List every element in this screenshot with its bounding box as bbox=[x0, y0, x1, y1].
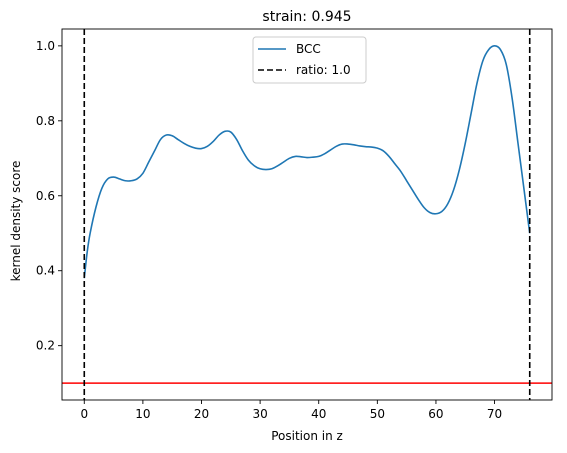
series-line-bcc bbox=[83, 45, 531, 279]
y-axis-label: kernel density score bbox=[9, 161, 23, 282]
legend-label-1: ratio: 1.0 bbox=[296, 63, 351, 77]
legend: BCC ratio: 1.0 bbox=[252, 36, 367, 84]
plot-content bbox=[62, 29, 552, 400]
axis-ticks: 0 10 20 30 40 50 60 70 0.2 0.4 0.6 0.8 1.0 bbox=[36, 39, 502, 421]
x-tick-label: 40 bbox=[311, 407, 326, 421]
x-tick-label: 10 bbox=[135, 407, 150, 421]
x-tick-label: 20 bbox=[194, 407, 209, 421]
x-tick-label: 60 bbox=[428, 407, 443, 421]
y-tick-label: 0.4 bbox=[36, 264, 55, 278]
x-axis-label: Position in z bbox=[271, 429, 343, 443]
x-tick-label: 0 bbox=[80, 407, 88, 421]
x-tick-label: 50 bbox=[370, 407, 385, 421]
y-tick-label: 0.2 bbox=[36, 339, 55, 353]
x-tick-label: 30 bbox=[252, 407, 267, 421]
plot-area bbox=[61, 28, 553, 401]
chart-title: strain: 0.945 bbox=[262, 9, 351, 25]
y-tick-label: 1.0 bbox=[36, 39, 55, 53]
y-tick-label: 0.6 bbox=[36, 189, 55, 203]
y-tick-label: 0.8 bbox=[36, 114, 55, 128]
axes-frame bbox=[61, 28, 553, 401]
x-tick-label: 70 bbox=[487, 407, 502, 421]
legend-label-0: BCC bbox=[296, 42, 321, 56]
